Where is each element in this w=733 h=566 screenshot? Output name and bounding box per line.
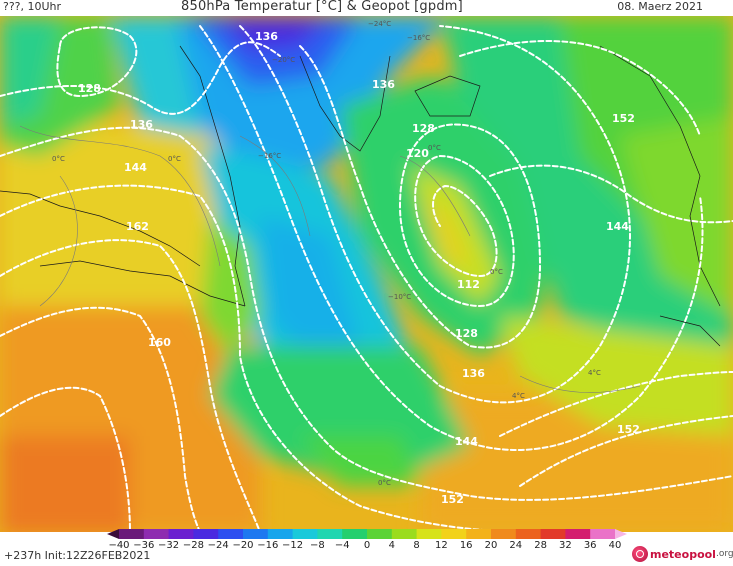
- legend-swatch: [317, 529, 343, 539]
- temp-label: 0°C: [168, 155, 181, 163]
- legend-tick-label: −20: [232, 540, 254, 551]
- legend-swatch: [218, 529, 244, 539]
- geo-label: 120: [406, 147, 429, 160]
- geo-label: 112: [457, 278, 480, 291]
- temperature-field: [0, 16, 733, 532]
- legend-tick-label: −28: [182, 540, 204, 551]
- geo-label: 152: [441, 493, 464, 506]
- geo-label: 152: [612, 112, 635, 125]
- legend-tick-label: 8: [413, 540, 420, 551]
- legend-swatch: [168, 529, 194, 539]
- legend-swatch: [540, 529, 566, 539]
- legend-tick-label: −12: [282, 540, 304, 551]
- legend-tick-label: 20: [484, 540, 498, 551]
- temp-label: 0°C: [490, 268, 503, 276]
- legend-swatch: [367, 529, 393, 539]
- legend-swatch: [342, 529, 368, 539]
- header-bar: ???, 10Uhr 850hPa Temperatur [°C] & Geop…: [0, 0, 733, 16]
- legend-swatch: [143, 529, 170, 539]
- geopotential-labels: 136 128 136 144 162 160 136 128 120 112 …: [78, 30, 640, 506]
- geo-label: 128: [78, 82, 101, 95]
- geo-label: 128: [455, 327, 478, 340]
- map-title: 850hPa Temperatur [°C] & Geopot [gpdm]: [181, 0, 463, 14]
- geo-label: 136: [130, 118, 153, 131]
- temp-label: 4°C: [588, 369, 601, 377]
- legend-swatch: [565, 529, 591, 539]
- geo-label: 160: [148, 336, 171, 349]
- geo-label: 144: [455, 435, 478, 448]
- geo-label: 152: [617, 423, 640, 436]
- legend-swatch: [119, 529, 145, 539]
- legend-tick-label: 40: [608, 540, 622, 551]
- legend-swatch: [243, 529, 269, 539]
- geo-label: 144: [606, 220, 629, 233]
- legend-swatch: [391, 529, 418, 539]
- legend-tick-label: −4: [334, 540, 350, 551]
- legend-tick-label: −40: [108, 540, 130, 551]
- temp-label: −16°C: [258, 152, 281, 160]
- legend-tick-label: 36: [583, 540, 597, 551]
- geo-label: 128: [412, 122, 435, 135]
- logo-tld: .org: [715, 549, 733, 559]
- meteopool-logo-icon: [632, 546, 648, 562]
- forecast-date: 08. Maerz 2021: [617, 0, 703, 13]
- temperature-isolines: [19, 125, 641, 393]
- legend-swatch: [416, 529, 442, 539]
- legend-swatch: [107, 529, 119, 539]
- temp-label: 0°C: [52, 155, 65, 163]
- legend-tick-label: −24: [207, 540, 229, 551]
- geo-label: 136: [372, 78, 395, 91]
- forecast-day-time: ???, 10Uhr: [3, 0, 62, 13]
- logo-brand: meteopool: [650, 547, 716, 561]
- geo-label: 136: [462, 367, 485, 380]
- legend-tick-label: −8: [310, 540, 325, 551]
- weather-map: 136 128 136 144 162 160 136 128 120 112 …: [0, 16, 733, 532]
- temp-label: 0°C: [378, 479, 391, 487]
- geo-label: 162: [126, 220, 149, 233]
- temp-label: 4°C: [512, 392, 525, 400]
- legend-tick-label: −16: [257, 540, 279, 551]
- temperature-color-legend: [107, 529, 627, 539]
- legend-tick-label: 28: [534, 540, 547, 551]
- legend-tick-label: −36: [133, 540, 155, 551]
- temp-label: −10°C: [388, 293, 411, 301]
- legend-tick-label: −32: [158, 540, 180, 551]
- temp-label: −16°C: [407, 34, 430, 42]
- legend-swatch: [491, 529, 517, 539]
- coastlines: [0, 45, 721, 347]
- legend-tick-label: 12: [435, 540, 448, 551]
- legend-tick-label: 24: [509, 540, 523, 551]
- temp-label: −20°C: [272, 56, 295, 64]
- temp-label: 0°C: [428, 144, 441, 152]
- temperature-labels: 0°C 0°C −16°C −10°C 0°C 0°C 4°C 4°C 0°C …: [52, 20, 601, 487]
- meteopool-logo[interactable]: meteopool .org: [632, 545, 733, 563]
- legend-swatch: [267, 529, 294, 539]
- legend-tick-label: 16: [459, 540, 473, 551]
- model-run-info: +237h Init:12Z26FEB2021: [4, 549, 151, 562]
- legend-swatch: [441, 529, 467, 539]
- legend-tick-label: 32: [559, 540, 572, 551]
- legend-swatch: [615, 529, 627, 539]
- geo-label: 136: [255, 30, 278, 43]
- legend-swatch: [590, 529, 616, 539]
- legend-tick-label: 4: [388, 540, 395, 551]
- temp-label: −24°C: [368, 20, 391, 28]
- legend-swatch: [515, 529, 542, 539]
- legend-swatch: [193, 529, 219, 539]
- legend-tick-label: 0: [363, 540, 371, 551]
- legend-swatch: [466, 529, 492, 539]
- geo-label: 144: [124, 161, 147, 174]
- legend-swatch: [292, 529, 318, 539]
